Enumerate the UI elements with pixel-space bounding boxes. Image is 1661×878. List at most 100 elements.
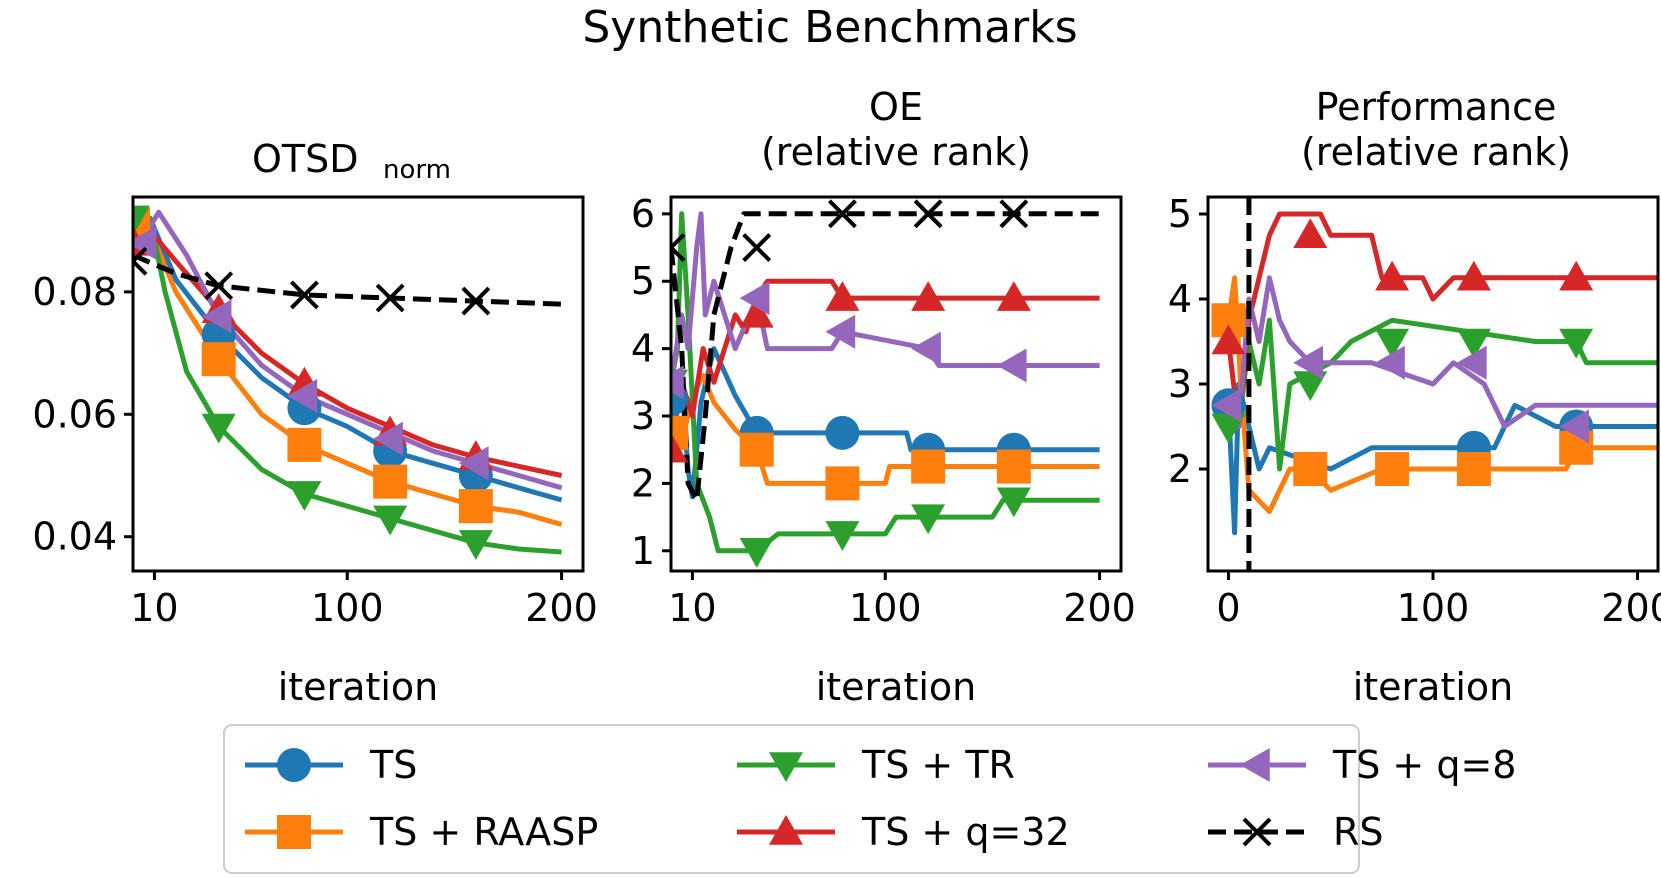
- marker-q8: [133, 225, 157, 260]
- plot-otsd: 10 100 200 0.04 0.06 0.08 iteration: [32, 195, 598, 709]
- legend-items: [245, 748, 1306, 849]
- series-line-tr: [671, 211, 1100, 554]
- series-line-rs: [671, 211, 1100, 503]
- marker-raasp: [201, 342, 236, 377]
- marker-q8: [1375, 345, 1405, 380]
- x-tick-label: 10: [130, 586, 178, 630]
- legend-label-tr: TS + TR: [861, 743, 1015, 787]
- y-tick-label: 5: [1168, 192, 1192, 236]
- legend-label-raasp: TS + RAASP: [369, 810, 598, 854]
- series-line-raasp: [1226, 275, 1658, 514]
- marker-tr: [996, 487, 1031, 518]
- series-line-tr: [133, 215, 562, 555]
- marker-rs: [913, 199, 943, 229]
- marker-tr: [287, 481, 322, 511]
- marker-tr: [133, 205, 150, 236]
- marker-tr: [825, 521, 860, 551]
- series-line-q8: [1226, 275, 1658, 429]
- marker-q32: [825, 281, 860, 311]
- y-tick-label: 1: [631, 529, 655, 573]
- x-tick-label: 200: [1601, 586, 1661, 630]
- marker-q8: [1211, 388, 1242, 423]
- y-tick-label: 4: [1168, 277, 1192, 321]
- legend-frame: [223, 724, 1360, 874]
- marker-q32: [996, 281, 1031, 311]
- marker-q32: [1293, 218, 1328, 248]
- x-axis-label: iteration: [278, 665, 439, 709]
- marker-raasp: [996, 449, 1031, 484]
- marker-rs: [204, 271, 234, 301]
- series-line-q32: [671, 278, 1100, 451]
- series-line-q32: [133, 228, 563, 478]
- legend-marker-ts: [277, 748, 311, 782]
- marker-tr: [458, 530, 493, 560]
- marker-raasp: [373, 464, 408, 499]
- marker-rs: [290, 280, 319, 310]
- legend-marker-q8: [1240, 748, 1270, 782]
- marker-raasp: [911, 449, 946, 484]
- marker-q32: [671, 432, 688, 463]
- legend-marker-raasp: [277, 815, 311, 849]
- marker-q8: [201, 299, 232, 334]
- y-tick-label: 2: [631, 461, 655, 505]
- legend-label-q8: TS + q=8: [1332, 743, 1516, 787]
- x-tick-label: 100: [311, 586, 384, 630]
- marker-q8: [911, 331, 941, 366]
- marker-tr: [373, 505, 408, 536]
- x-tick-label: 0: [1216, 586, 1240, 630]
- marker-q32: [911, 281, 946, 311]
- marker-q8: [1293, 345, 1324, 380]
- marker-q8: [996, 348, 1027, 383]
- y-tick-label: 3: [631, 394, 655, 438]
- marker-raasp: [1456, 452, 1491, 486]
- marker-tr: [911, 504, 946, 535]
- plot-frame-oe: [669, 195, 1123, 573]
- x-axis-label: iteration: [1353, 665, 1514, 709]
- series-line-ts: [133, 215, 563, 503]
- marker-q8: [287, 378, 318, 413]
- legend-label-ts: TS: [369, 743, 417, 787]
- marker-rs: [742, 233, 772, 262]
- legend-marker-rs: [1242, 817, 1272, 847]
- marker-rs: [375, 283, 405, 313]
- y-tick-label: 0.04: [32, 515, 117, 559]
- marker-q32: [1559, 260, 1594, 291]
- marker-raasp: [1293, 452, 1328, 486]
- marker-tr: [1456, 328, 1491, 359]
- marker-tr: [1211, 413, 1246, 444]
- x-tick-label: 200: [525, 586, 598, 630]
- marker-raasp: [825, 466, 860, 501]
- x-tick-label: 100: [1397, 586, 1470, 630]
- marker-tr: [201, 413, 236, 444]
- plot-frame-otsd: [131, 195, 585, 573]
- series-line-q8: [133, 209, 563, 491]
- plot-data-perf: [1211, 211, 1658, 536]
- y-tick-label: 4: [631, 327, 655, 371]
- marker-ts: [825, 415, 860, 450]
- marker-q8: [1559, 409, 1589, 444]
- marker-rs: [828, 199, 857, 229]
- marker-q32: [1211, 324, 1246, 355]
- marker-q8: [671, 365, 684, 400]
- legend-marker-tr: [769, 752, 803, 782]
- x-tick-label: 100: [849, 586, 922, 630]
- y-tick-label: 2: [1168, 447, 1192, 491]
- figure-title: Synthetic Benchmarks: [582, 2, 1077, 53]
- legend-marker-q32: [769, 815, 803, 845]
- marker-raasp: [1375, 452, 1410, 486]
- marker-tr: [1293, 371, 1328, 401]
- marker-raasp: [458, 489, 493, 524]
- marker-q32: [1456, 260, 1491, 291]
- panel-otsd: OTSD norm: [252, 137, 451, 185]
- marker-rs: [999, 199, 1029, 229]
- x-tick-label: 200: [1063, 586, 1136, 630]
- plot-data-otsd: [133, 205, 563, 560]
- panel-oe: OE (relative rank): [761, 85, 1031, 174]
- y-tick-label: 0.06: [32, 392, 117, 436]
- panel-perf: Performance (relative rank): [1301, 85, 1571, 174]
- legend: TS TS + RAASP TS + TR TS + q=32 TS + q=8…: [223, 724, 1516, 874]
- marker-q8: [739, 281, 770, 316]
- marker-q8: [373, 421, 403, 456]
- plot-oe: 10 100 200 1 2 3 4 5 6 iteration: [631, 192, 1136, 709]
